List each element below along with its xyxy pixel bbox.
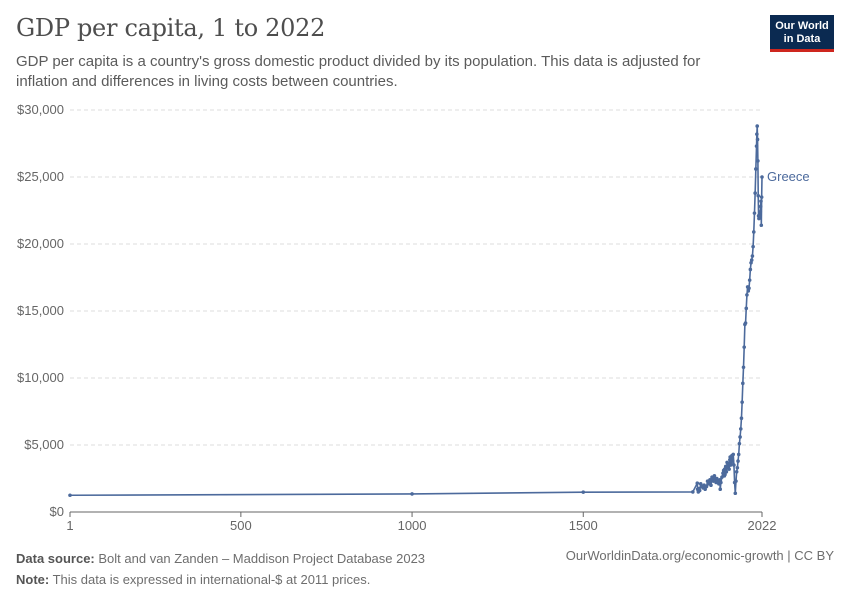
source-url[interactable]: OurWorldinData.org/economic-growth | CC … (565, 548, 834, 563)
data-point (759, 199, 763, 203)
logo-line-2: in Data (783, 33, 821, 45)
chart-title: GDP per capita, 1 to 2022 (16, 14, 326, 42)
data-point (734, 479, 738, 483)
data-point (718, 487, 723, 492)
data-point (747, 278, 752, 282)
y-tick-label: $25,000 (17, 169, 64, 184)
note-text: This data is expressed in international-… (52, 572, 371, 587)
x-tick-label: 1500 (569, 518, 598, 533)
data-point (738, 435, 742, 439)
data-point (758, 204, 763, 209)
data-point (743, 321, 748, 325)
x-tick-label: 2022 (748, 518, 777, 533)
data-point (751, 230, 756, 234)
y-tick-label: $0 (50, 504, 64, 519)
data-point (730, 459, 735, 463)
data-point (695, 481, 700, 485)
data-point (748, 267, 753, 272)
data-point (736, 452, 741, 457)
data-point (755, 132, 759, 136)
data-point (727, 467, 731, 471)
footer-left: Data source: Bolt and van Zanden – Maddi… (16, 548, 425, 590)
data-point (736, 459, 740, 463)
data-point (753, 191, 757, 195)
data-point (703, 487, 707, 492)
data-point (758, 214, 762, 218)
y-tick-label: $5,000 (24, 437, 64, 452)
data-point (759, 195, 764, 199)
data-point (758, 210, 763, 214)
data-point (581, 490, 586, 494)
data-point (708, 478, 712, 482)
data-point (741, 381, 745, 386)
data-point (735, 465, 740, 470)
x-tick-label: 1000 (398, 518, 427, 533)
data-point (745, 293, 749, 297)
series-label: Greece (767, 169, 810, 184)
data-point (731, 452, 736, 457)
data-point (691, 490, 695, 494)
y-tick-label: $15,000 (17, 303, 64, 318)
data-point (711, 479, 716, 483)
data-point (732, 463, 736, 467)
data-point (724, 470, 729, 474)
data-point (704, 484, 709, 489)
data-point (756, 159, 760, 163)
data-point (709, 483, 713, 488)
data-point (739, 416, 744, 421)
x-tick-label: 500 (230, 518, 252, 533)
data-point (733, 491, 738, 496)
data-point (719, 480, 723, 485)
x-tick-label: 1 (66, 518, 73, 533)
data-point (750, 254, 755, 258)
data-point (751, 244, 755, 249)
y-tick-label: $30,000 (17, 102, 64, 117)
data-point (729, 461, 733, 466)
data-point (728, 457, 732, 462)
data-note: Note: This data is expressed in internat… (16, 569, 425, 590)
data-point (744, 306, 749, 311)
data-point (741, 365, 746, 370)
data-point (752, 211, 757, 215)
source-text[interactable]: Bolt and van Zanden – Maddison Project D… (98, 551, 426, 566)
data-point (723, 472, 727, 477)
data-point (759, 223, 764, 228)
data-point (737, 441, 742, 446)
data-point (738, 427, 743, 431)
data-point (754, 144, 759, 148)
data-point (734, 470, 739, 474)
data-point (755, 137, 760, 142)
data-point (755, 124, 760, 128)
logo-line-1: Our World (775, 20, 829, 32)
data-point (749, 258, 754, 262)
data-point (756, 193, 761, 198)
chart-subtitle: GDP per capita is a country's gross dome… (16, 53, 701, 90)
data-point (754, 167, 758, 171)
y-tick-label: $20,000 (17, 236, 64, 251)
y-tick-label: $10,000 (17, 370, 64, 385)
data-point (68, 493, 72, 498)
data-point (760, 175, 764, 179)
data-point (742, 345, 746, 349)
note-label: Note: (16, 572, 50, 587)
data-point (740, 400, 744, 404)
data-point (747, 286, 751, 291)
data-point (697, 488, 702, 493)
data-source: Data source: Bolt and van Zanden – Maddi… (16, 548, 425, 569)
data-point (410, 492, 414, 496)
source-label: Data source: (16, 551, 95, 566)
owid-logo[interactable]: Our World in Data (770, 15, 834, 52)
